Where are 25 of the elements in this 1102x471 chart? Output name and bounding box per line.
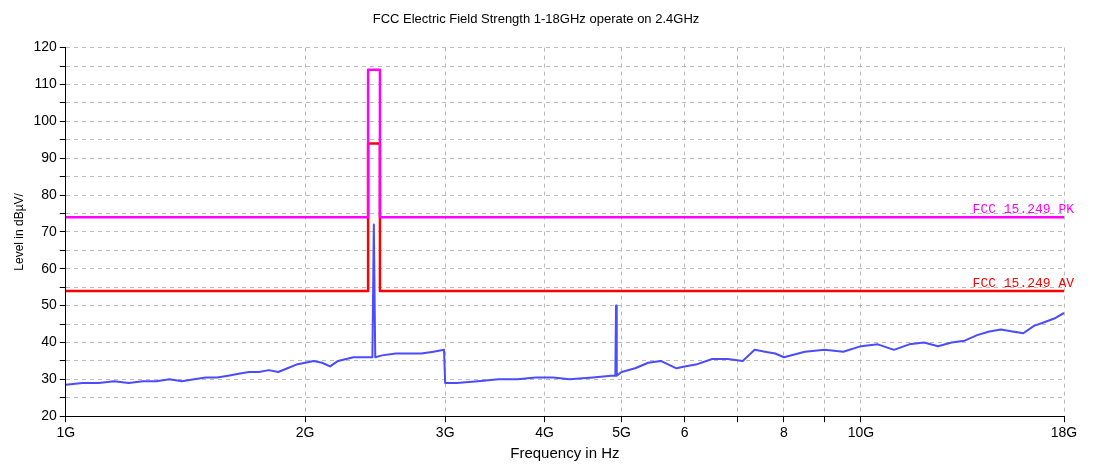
y-tick-label: 90 xyxy=(41,149,57,166)
series-label: FCC 15.249 AV xyxy=(972,275,1075,291)
y-tick-label: 20 xyxy=(41,407,57,424)
x-tick-label: 1G xyxy=(56,424,76,441)
series-label: FCC 15.249 PK xyxy=(972,202,1075,218)
x-tick-label: 4G xyxy=(535,424,554,441)
y-tick-label: 120 xyxy=(33,38,57,55)
x-tick-label: 8 xyxy=(780,424,789,441)
y-axis-title: Level in dBµV/ xyxy=(11,192,26,271)
x-tick-label: 18G xyxy=(1050,424,1078,441)
x-tick-label: 3G xyxy=(435,424,455,441)
y-tick-label: 80 xyxy=(41,185,57,202)
y-tick-label: 40 xyxy=(41,333,57,350)
y-tick-label: 100 xyxy=(33,112,57,129)
chart-title: FCC Electric Field Strength 1-18GHz operate on 2.4GHz xyxy=(372,11,700,27)
y-tick-label: 50 xyxy=(41,296,57,313)
x-tick-label: 5G xyxy=(612,424,631,441)
x-tick-label: 2G xyxy=(295,424,315,441)
x-tick-label: 6 xyxy=(680,424,689,441)
x-tick-label: 10G xyxy=(847,424,875,441)
y-tick-label: 110 xyxy=(34,75,57,92)
x-axis-title: Frequency in Hz xyxy=(510,444,620,462)
y-tick-label: 60 xyxy=(41,259,57,276)
y-tick-label: 70 xyxy=(41,222,57,239)
y-tick-label: 30 xyxy=(41,370,57,387)
